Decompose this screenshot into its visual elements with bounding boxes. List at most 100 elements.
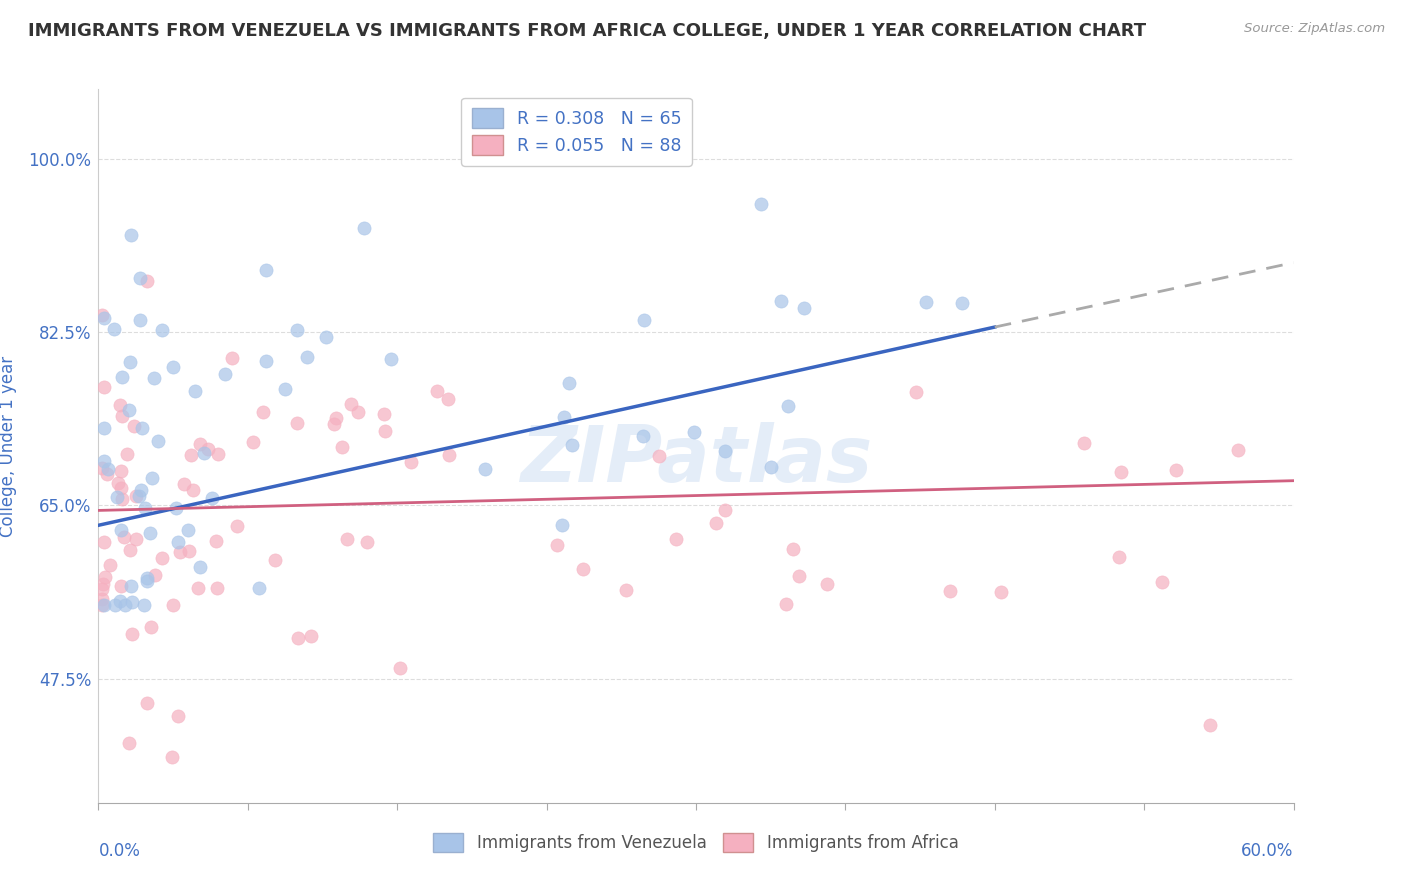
Point bbox=[287, 417, 309, 431]
Point bbox=[1073, 435, 1095, 450]
Point bbox=[110, 482, 132, 496]
Point bbox=[142, 370, 165, 384]
Text: Source: ZipAtlas.com: Source: ZipAtlas.com bbox=[1244, 22, 1385, 36]
Point bbox=[572, 561, 595, 575]
Point bbox=[207, 447, 229, 461]
Point bbox=[173, 476, 195, 491]
Point bbox=[1226, 443, 1249, 458]
Point bbox=[190, 437, 212, 451]
Point bbox=[193, 445, 215, 459]
Point bbox=[274, 382, 297, 396]
Point bbox=[474, 461, 496, 475]
Point bbox=[356, 534, 378, 549]
Point bbox=[252, 405, 274, 419]
Point bbox=[201, 491, 224, 505]
Point bbox=[388, 660, 411, 674]
Point bbox=[134, 500, 156, 515]
Point bbox=[111, 409, 134, 424]
Point bbox=[323, 417, 346, 431]
Point bbox=[110, 464, 132, 478]
Point bbox=[115, 447, 138, 461]
Point bbox=[129, 483, 152, 498]
Point bbox=[207, 581, 229, 595]
Point bbox=[141, 471, 163, 485]
Point bbox=[129, 313, 152, 327]
Point bbox=[373, 408, 395, 422]
Point bbox=[118, 736, 141, 750]
Point bbox=[437, 449, 460, 463]
Point bbox=[129, 270, 152, 285]
Point bbox=[553, 410, 575, 425]
Point bbox=[749, 197, 772, 211]
Point bbox=[146, 434, 169, 449]
Point bbox=[914, 295, 936, 310]
Point bbox=[118, 543, 141, 558]
Point bbox=[561, 438, 583, 452]
Point bbox=[263, 552, 285, 566]
Point bbox=[782, 541, 804, 556]
Point bbox=[648, 449, 671, 463]
Point bbox=[759, 460, 782, 475]
Point bbox=[103, 322, 125, 336]
Point bbox=[190, 560, 212, 574]
Point bbox=[112, 530, 135, 544]
Point bbox=[162, 599, 184, 613]
Point bbox=[665, 532, 688, 546]
Point bbox=[714, 444, 737, 458]
Point bbox=[93, 420, 115, 434]
Point bbox=[91, 308, 114, 322]
Point bbox=[114, 598, 136, 612]
Point bbox=[128, 489, 150, 503]
Point bbox=[132, 598, 155, 612]
Y-axis label: College, Under 1 year: College, Under 1 year bbox=[0, 355, 17, 537]
Point bbox=[226, 518, 249, 533]
Point bbox=[135, 571, 157, 585]
Point bbox=[166, 709, 188, 723]
Point bbox=[287, 631, 309, 645]
Point bbox=[546, 538, 568, 552]
Point bbox=[436, 392, 458, 406]
Point bbox=[330, 440, 353, 454]
Point bbox=[111, 370, 134, 384]
Point bbox=[91, 460, 114, 475]
Point bbox=[242, 434, 264, 449]
Point bbox=[169, 544, 191, 558]
Point bbox=[91, 582, 114, 597]
Point bbox=[143, 568, 166, 582]
Point bbox=[221, 351, 243, 366]
Point bbox=[162, 749, 184, 764]
Point bbox=[184, 384, 207, 399]
Point bbox=[769, 293, 792, 308]
Point bbox=[131, 420, 153, 434]
Point bbox=[121, 627, 143, 641]
Point bbox=[633, 313, 655, 327]
Text: 0.0%: 0.0% bbox=[98, 842, 141, 860]
Point bbox=[793, 301, 815, 316]
Point bbox=[247, 581, 270, 595]
Point bbox=[950, 296, 973, 310]
Point bbox=[285, 322, 308, 336]
Point bbox=[374, 424, 396, 438]
Point bbox=[614, 583, 637, 598]
Point bbox=[121, 595, 143, 609]
Point bbox=[187, 581, 209, 595]
Point bbox=[139, 525, 162, 540]
Point bbox=[776, 400, 799, 414]
Point bbox=[93, 310, 115, 325]
Point bbox=[110, 579, 132, 593]
Point bbox=[714, 503, 737, 517]
Point bbox=[214, 367, 236, 381]
Point bbox=[135, 574, 157, 588]
Point bbox=[120, 579, 142, 593]
Point bbox=[990, 585, 1012, 599]
Point bbox=[108, 398, 131, 412]
Point bbox=[152, 323, 174, 337]
Point bbox=[205, 533, 228, 548]
Point bbox=[297, 350, 319, 364]
Point bbox=[347, 405, 370, 419]
Point bbox=[380, 351, 402, 366]
Point bbox=[96, 467, 118, 481]
Point bbox=[254, 262, 277, 277]
Point bbox=[120, 355, 142, 369]
Point bbox=[139, 619, 162, 633]
